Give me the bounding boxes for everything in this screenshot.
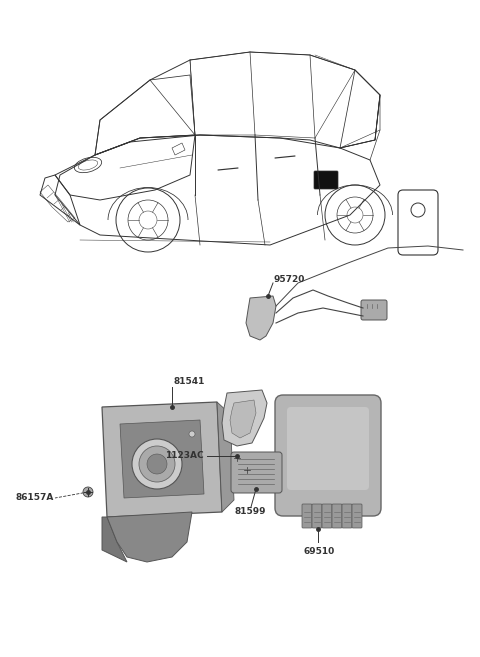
Text: 81599: 81599 bbox=[234, 507, 266, 516]
Text: 1123AC: 1123AC bbox=[166, 451, 204, 461]
FancyBboxPatch shape bbox=[398, 190, 438, 255]
FancyBboxPatch shape bbox=[287, 407, 369, 490]
FancyBboxPatch shape bbox=[361, 300, 387, 320]
FancyBboxPatch shape bbox=[231, 452, 282, 493]
FancyBboxPatch shape bbox=[312, 504, 322, 528]
Circle shape bbox=[411, 203, 425, 217]
Text: 86157A: 86157A bbox=[15, 493, 53, 503]
Polygon shape bbox=[102, 517, 127, 562]
Circle shape bbox=[139, 446, 175, 482]
Text: 81541: 81541 bbox=[174, 378, 205, 386]
Polygon shape bbox=[222, 390, 267, 446]
FancyBboxPatch shape bbox=[302, 504, 312, 528]
FancyBboxPatch shape bbox=[322, 504, 332, 528]
Polygon shape bbox=[230, 400, 256, 438]
Polygon shape bbox=[120, 420, 204, 498]
Circle shape bbox=[83, 487, 93, 497]
Circle shape bbox=[189, 431, 195, 437]
FancyBboxPatch shape bbox=[314, 171, 338, 189]
Polygon shape bbox=[217, 402, 234, 512]
Circle shape bbox=[147, 454, 167, 474]
Circle shape bbox=[233, 454, 241, 462]
Polygon shape bbox=[107, 512, 192, 562]
Polygon shape bbox=[102, 402, 222, 517]
FancyBboxPatch shape bbox=[342, 504, 352, 528]
Text: 95720: 95720 bbox=[274, 275, 305, 284]
Polygon shape bbox=[246, 296, 276, 340]
FancyBboxPatch shape bbox=[275, 395, 381, 516]
Circle shape bbox=[132, 439, 182, 489]
Text: 69510: 69510 bbox=[303, 547, 334, 556]
FancyBboxPatch shape bbox=[332, 504, 342, 528]
FancyBboxPatch shape bbox=[352, 504, 362, 528]
Circle shape bbox=[243, 466, 251, 474]
